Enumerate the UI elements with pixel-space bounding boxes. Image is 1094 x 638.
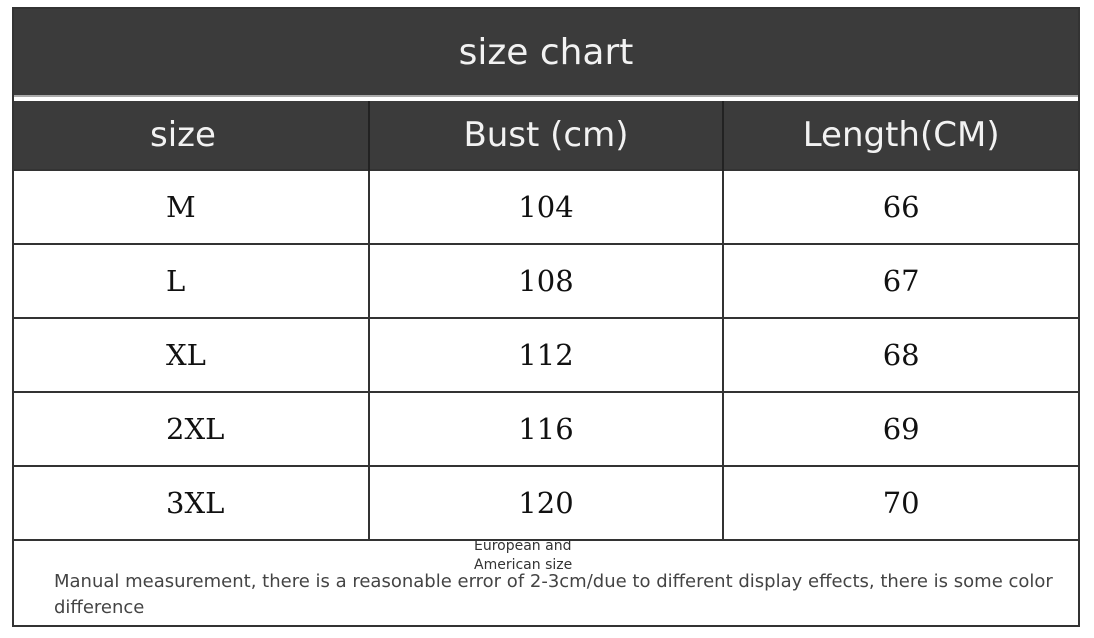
region-note: European and American size	[474, 538, 573, 573]
size-table: size Bust (cm) Length(CM) M 104 66 L 108 67 …	[14, 101, 1078, 541]
size-cell: XL	[14, 317, 370, 393]
size-cell: 2XL	[14, 391, 370, 467]
header-bust: Bust (cm)	[368, 101, 725, 170]
table-row: L 108 67	[14, 243, 1078, 319]
length-cell: 69	[722, 391, 1078, 467]
bust-cell: 108	[367, 243, 725, 319]
length-cell: 67	[722, 243, 1078, 319]
header-size: size	[14, 101, 370, 170]
length-cell: 66	[722, 169, 1078, 245]
table-row: 2XL 116 69	[14, 391, 1078, 467]
table-row: M 104 66	[14, 169, 1078, 245]
length-cell: 70	[722, 465, 1078, 541]
title-divider	[14, 95, 1078, 101]
length-cell: 68	[722, 317, 1078, 393]
header-length: Length(CM)	[723, 101, 1078, 170]
bust-cell: 112	[367, 317, 725, 393]
size-cell: L	[14, 243, 370, 319]
header-row: size Bust (cm) Length(CM)	[14, 101, 1078, 170]
size-cell: M	[14, 169, 370, 245]
bust-cell: 116	[367, 391, 725, 467]
measurement-note: Manual measurement, there is a reasonabl…	[54, 571, 1053, 618]
bust-cell: 104	[367, 169, 725, 245]
size-cell: 3XL	[14, 465, 370, 541]
footer-note-area: European and American size Manual measur…	[14, 529, 1078, 627]
table-row: 3XL 120 70	[14, 465, 1078, 541]
chart-title: size chart	[14, 9, 1078, 95]
bust-cell: 120	[367, 465, 725, 541]
table-row: XL 112 68	[14, 317, 1078, 393]
size-chart: size chart size Bust (cm) Length(CM) M 10…	[12, 7, 1080, 627]
